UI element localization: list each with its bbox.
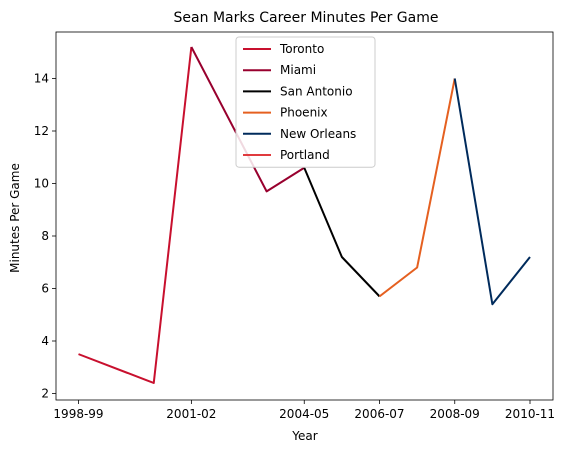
x-tick-label: 2006-07 (354, 407, 404, 421)
x-tick-label: 2008-09 (430, 407, 480, 421)
x-tick-label: 2001-02 (166, 407, 216, 421)
y-tick-label: 10 (34, 177, 49, 191)
legend-label: Toronto (279, 42, 324, 56)
x-tick-label: 1998-99 (53, 407, 103, 421)
y-tick-label: 4 (41, 334, 49, 348)
chart-title: Sean Marks Career Minutes Per Game (174, 10, 439, 26)
series-line-new-orleans (455, 79, 530, 305)
series-line-phoenix (380, 79, 455, 297)
y-tick-label: 12 (34, 124, 49, 138)
legend-label: San Antonio (280, 84, 353, 98)
series-line-san-antonio (304, 168, 379, 297)
legend-label: New Orleans (280, 127, 356, 141)
legend-label: Phoenix (280, 106, 328, 120)
y-axis-label: Minutes Per Game (8, 163, 22, 273)
x-tick-label: 2010-11 (505, 407, 555, 421)
legend-label: Miami (280, 63, 316, 77)
y-tick-label: 8 (41, 229, 49, 243)
x-tick-label: 2004-05 (279, 407, 329, 421)
y-tick-label: 14 (34, 72, 49, 86)
x-axis-label: Year (291, 429, 317, 443)
series-line-toronto (79, 47, 192, 383)
y-tick-label: 6 (41, 282, 49, 296)
y-tick-label: 2 (41, 387, 49, 401)
legend-label: Portland (280, 148, 330, 162)
legend: Toronto Miami San Antonio Phoenix New Orlean… (236, 37, 375, 167)
